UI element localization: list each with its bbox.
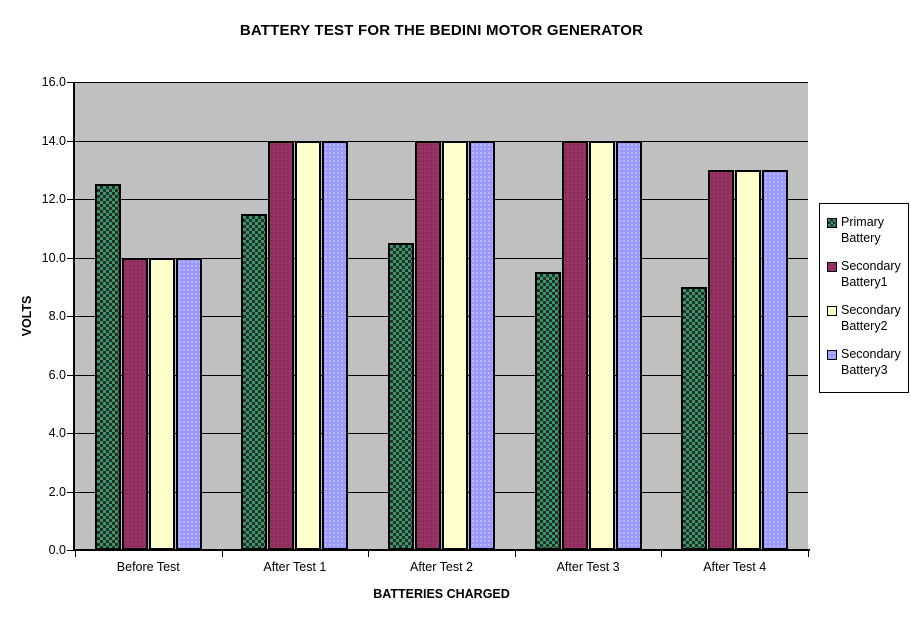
y-axis-tick-2.0 (67, 491, 74, 493)
legend-item-secondary-battery3: Secondary Battery3 (827, 347, 904, 378)
bar-primary-battery-after-test-3 (534, 272, 561, 550)
bar-group-after-test-4 (661, 82, 808, 550)
bar-primary-battery-before-test (94, 184, 121, 550)
bar-secondary-battery2-after-test-1 (295, 140, 322, 550)
bar-secondary-battery1-after-test-2 (414, 140, 441, 550)
bar-primary-battery-after-test-4 (681, 286, 708, 550)
x-axis-line (73, 549, 810, 551)
bar-group-after-test-1 (222, 82, 369, 550)
y-tick-label-6.0: 6.0 (48, 367, 66, 382)
x-axis-tick-0 (75, 551, 76, 557)
bar-group-after-test-2 (368, 82, 515, 550)
gridline-16 (75, 82, 808, 83)
y-tick-label-12.0: 12.0 (41, 192, 66, 206)
bar-secondary-battery3-after-test-4 (762, 169, 789, 550)
x-category-label-after-test-4: After Test 4 (703, 560, 767, 574)
y-axis-tick-6.0 (67, 374, 74, 376)
x-category-label-before-test: Before Test (116, 560, 180, 574)
y-axis-tick-14.0 (67, 140, 74, 142)
x-axis-tick-3 (514, 551, 516, 557)
legend-label-secondary-battery3: Secondary Battery3 (841, 347, 901, 377)
bar-secondary-battery1-after-test-4 (708, 169, 735, 550)
y-axis-line (73, 82, 75, 550)
y-axis-tick-12.0 (67, 199, 74, 200)
legend-label-primary-battery: Primary Battery (841, 215, 885, 245)
y-tick-label-10.0: 10.0 (41, 250, 66, 265)
legend-item-secondary-battery2: Secondary Battery2 (827, 303, 904, 334)
bar-secondary-battery2-after-test-3 (588, 140, 615, 550)
x-axis-tick-2 (368, 551, 370, 557)
chart-title: BATTERY TEST FOR THE BEDINI MOTOR GENERA… (239, 22, 644, 39)
bar-secondary-battery1-after-test-1 (268, 140, 295, 550)
gridline-10 (75, 257, 808, 259)
y-axis-tick-0.0 (67, 550, 74, 551)
bar-primary-battery-after-test-2 (387, 242, 414, 550)
bar-secondary-battery3-after-test-1 (322, 140, 349, 550)
bar-secondary-battery2-after-test-4 (735, 169, 762, 550)
bar-secondary-battery1-after-test-3 (561, 140, 588, 550)
bar-secondary-battery3-after-test-2 (468, 140, 495, 550)
y-tick-label-0.0: 0.0 (48, 543, 66, 557)
x-axis-title: BATTERIES CHARGED (373, 587, 510, 601)
gridline-2 (75, 491, 808, 493)
legend-swatch-secondary-battery1 (827, 262, 837, 272)
legend-swatch-secondary-battery2 (827, 306, 837, 316)
y-axis-tick-8.0 (67, 316, 74, 317)
y-axis-tick-10.0 (67, 257, 74, 259)
bar-secondary-battery2-after-test-2 (441, 140, 468, 550)
x-category-label-after-test-3: After Test 3 (556, 560, 620, 574)
bar-secondary-battery3-before-test (175, 257, 202, 550)
gridline-8 (75, 316, 808, 317)
x-axis-tick-5 (808, 551, 809, 557)
y-tick-label-2.0: 2.0 (48, 484, 66, 499)
y-axis-tick-4.0 (67, 433, 74, 434)
gridline-6 (75, 374, 808, 376)
legend-label-secondary-battery1: Secondary Battery1 (841, 259, 901, 289)
bar-secondary-battery1-before-test (121, 257, 148, 550)
bar-secondary-battery3-after-test-3 (615, 140, 642, 550)
x-category-label-after-test-1: After Test 1 (263, 560, 327, 574)
legend-item-primary-battery: Primary Battery (827, 215, 904, 246)
legend: Primary Battery Secondary Battery1 Seconda… (819, 203, 909, 393)
y-tick-label-8.0: 8.0 (48, 309, 66, 323)
x-axis-tick-1 (221, 551, 223, 557)
gridline-12 (75, 199, 808, 200)
y-tick-label-4.0: 4.0 (48, 426, 66, 440)
bar-group-before-test (75, 82, 222, 550)
plot-area (75, 82, 808, 550)
y-tick-label-14.0: 14.0 (41, 133, 66, 148)
legend-label-secondary-battery2: Secondary Battery2 (841, 303, 901, 333)
legend-swatch-secondary-battery3 (827, 350, 837, 360)
legend-swatch-primary-battery (827, 218, 837, 228)
gridline-14 (75, 140, 808, 142)
bar-secondary-battery2-before-test (148, 257, 175, 550)
y-axis-tick-16.0 (67, 82, 74, 83)
bar-primary-battery-after-test-1 (241, 213, 268, 550)
x-axis-tick-4 (661, 551, 663, 557)
y-tick-label-16.0: 16.0 (41, 75, 66, 89)
gridline-4 (75, 433, 808, 434)
bar-group-after-test-3 (515, 82, 662, 550)
x-category-label-after-test-2: After Test 2 (409, 560, 473, 574)
legend-item-secondary-battery1: Secondary Battery1 (827, 259, 904, 290)
